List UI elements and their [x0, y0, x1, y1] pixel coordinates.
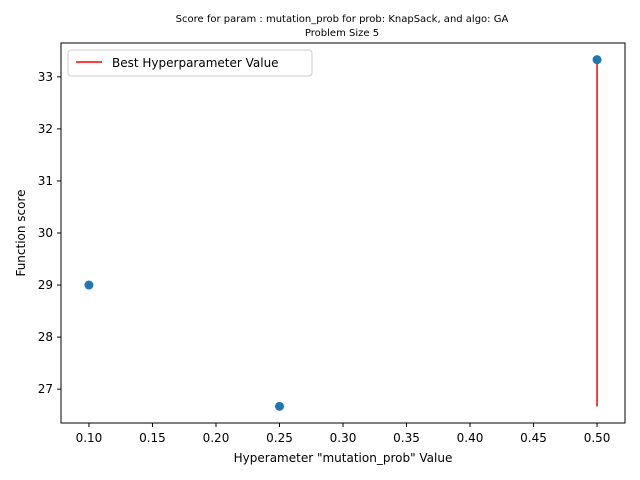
- x-tick-label: 0.30: [330, 431, 357, 445]
- x-tick-label: 0.35: [393, 431, 420, 445]
- chart-title-line2: Problem Size 5: [305, 28, 379, 39]
- y-axis: 27 28 29 30 31 32 33: [38, 70, 61, 396]
- legend: Best Hyperparameter Value: [67, 49, 313, 77]
- x-tick-label: 0.25: [266, 431, 293, 445]
- x-tick-label: 0.15: [139, 431, 166, 445]
- x-tick-label: 0.10: [76, 431, 103, 445]
- plot-frame: [60, 42, 626, 424]
- legend-label-best-hyperparameter: Best Hyperparameter Value: [112, 56, 279, 70]
- data-marks: [84, 55, 602, 411]
- y-tick-label: 32: [38, 122, 53, 136]
- x-tick-label: 0.40: [457, 431, 484, 445]
- legend-box: [67, 49, 313, 77]
- y-tick-label: 30: [38, 226, 53, 240]
- y-tick-label: 29: [38, 278, 53, 292]
- y-axis-label: Function score: [14, 189, 28, 276]
- y-tick-label: 33: [38, 70, 53, 84]
- y-tick-label: 27: [38, 382, 53, 396]
- scatter-point: [84, 280, 94, 290]
- x-axis-label: Hyperameter "mutation_prob" Value: [234, 451, 453, 465]
- plot-area: [60, 42, 626, 424]
- x-axis: 0.10 0.15 0.20 0.25 0.30 0.35 0.40 0.45 0.50: [76, 423, 611, 445]
- chart-title-line1: Score for param : mutation_prob for prob…: [176, 14, 509, 25]
- y-tick-label: 31: [38, 174, 53, 188]
- scatter-point: [592, 55, 602, 65]
- x-tick-label: 0.45: [520, 431, 547, 445]
- y-tick-label: 28: [38, 330, 53, 344]
- x-tick-label: 0.50: [584, 431, 611, 445]
- x-tick-label: 0.20: [203, 431, 230, 445]
- scatter-point: [274, 401, 284, 411]
